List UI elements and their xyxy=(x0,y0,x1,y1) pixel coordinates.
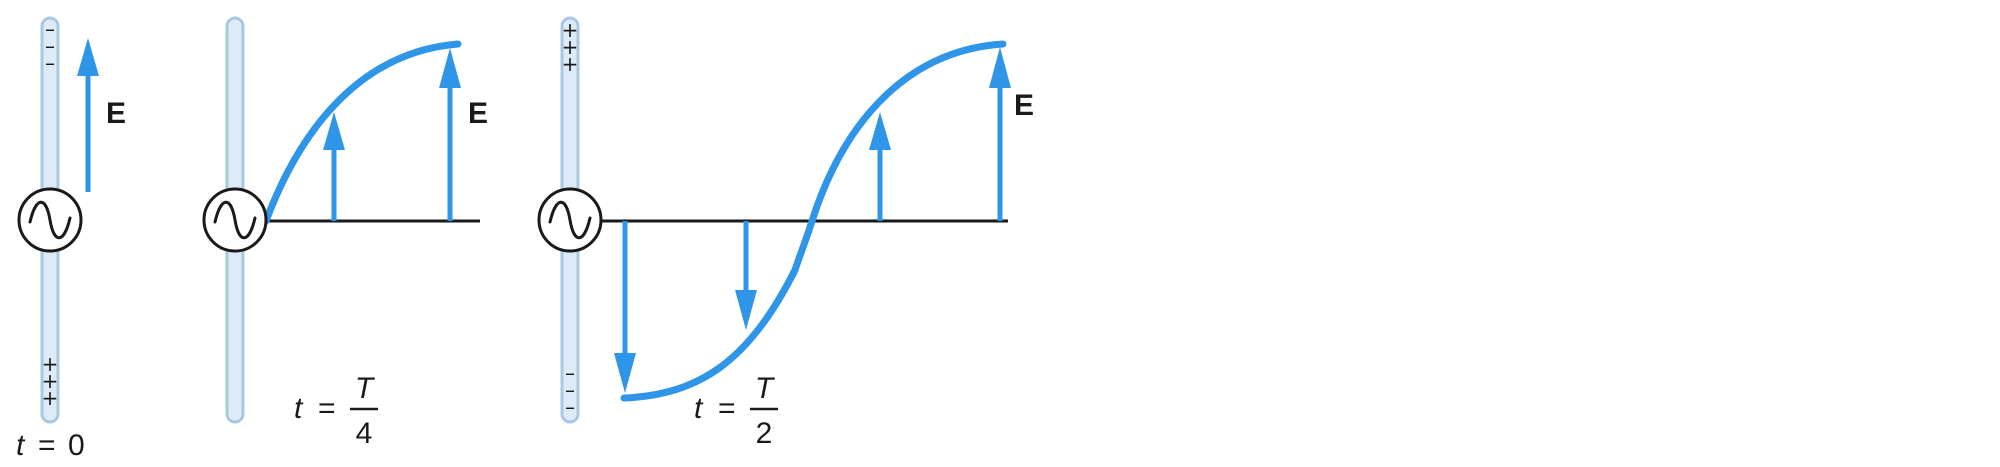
charge-sign: + xyxy=(42,386,59,410)
time-denominator: 2 xyxy=(756,417,773,450)
charge-sign: + xyxy=(42,369,59,393)
time-label-t-quarter: t = T 4 xyxy=(294,372,378,450)
charges-top-positive: + + + xyxy=(562,18,579,76)
panel-t-half: + + + – – – E xyxy=(537,16,1034,450)
time-equals: = xyxy=(38,429,56,462)
time-equals: = xyxy=(718,392,736,425)
ac-source-icon xyxy=(537,187,603,253)
panel-t-quarter: E t = T 4 xyxy=(202,16,488,450)
field-arrow-up xyxy=(869,112,891,221)
ac-source-icon xyxy=(17,187,83,253)
charge-sign: – xyxy=(565,378,575,402)
charge-sign: – xyxy=(45,51,55,75)
charge-sign: + xyxy=(562,35,579,59)
field-arrow-down xyxy=(735,221,757,330)
field-label-e: E xyxy=(468,97,488,130)
charge-sign: + xyxy=(562,18,579,42)
time-numerator: T xyxy=(755,372,776,405)
charge-sign: – xyxy=(565,361,575,385)
field-arrow-up xyxy=(77,38,99,192)
time-variable: t xyxy=(294,392,304,425)
time-value: 0 xyxy=(68,429,85,462)
charge-sign: – xyxy=(45,17,55,41)
time-variable: t xyxy=(694,392,704,425)
field-arrow-up xyxy=(989,47,1011,221)
time-label-t-half: t = T 2 xyxy=(694,372,778,450)
field-label-e: E xyxy=(1014,89,1034,122)
charges-bottom-positive: + + + xyxy=(42,352,59,410)
field-arrow-up xyxy=(439,48,461,221)
field-label-e: E xyxy=(106,97,126,130)
charge-sign: + xyxy=(42,352,59,376)
time-denominator: 4 xyxy=(356,417,373,450)
time-numerator: T xyxy=(355,372,376,405)
panel-t0: – – – + + + E t = 0 xyxy=(16,16,126,462)
field-wave-curve xyxy=(262,40,462,225)
time-equals: = xyxy=(318,392,336,425)
time-variable: t xyxy=(16,429,26,462)
charges-top-negative: – – – xyxy=(45,17,55,75)
charge-sign: – xyxy=(45,34,55,58)
charge-sign: + xyxy=(562,52,579,76)
charge-sign: – xyxy=(565,395,575,419)
field-wave-curve xyxy=(620,40,1007,402)
charges-bottom-negative: – – – xyxy=(565,361,575,419)
field-arrow-up xyxy=(323,112,345,221)
ac-source-icon xyxy=(202,187,268,253)
time-label-t0: t = 0 xyxy=(16,429,85,462)
field-arrow-down xyxy=(614,221,636,393)
